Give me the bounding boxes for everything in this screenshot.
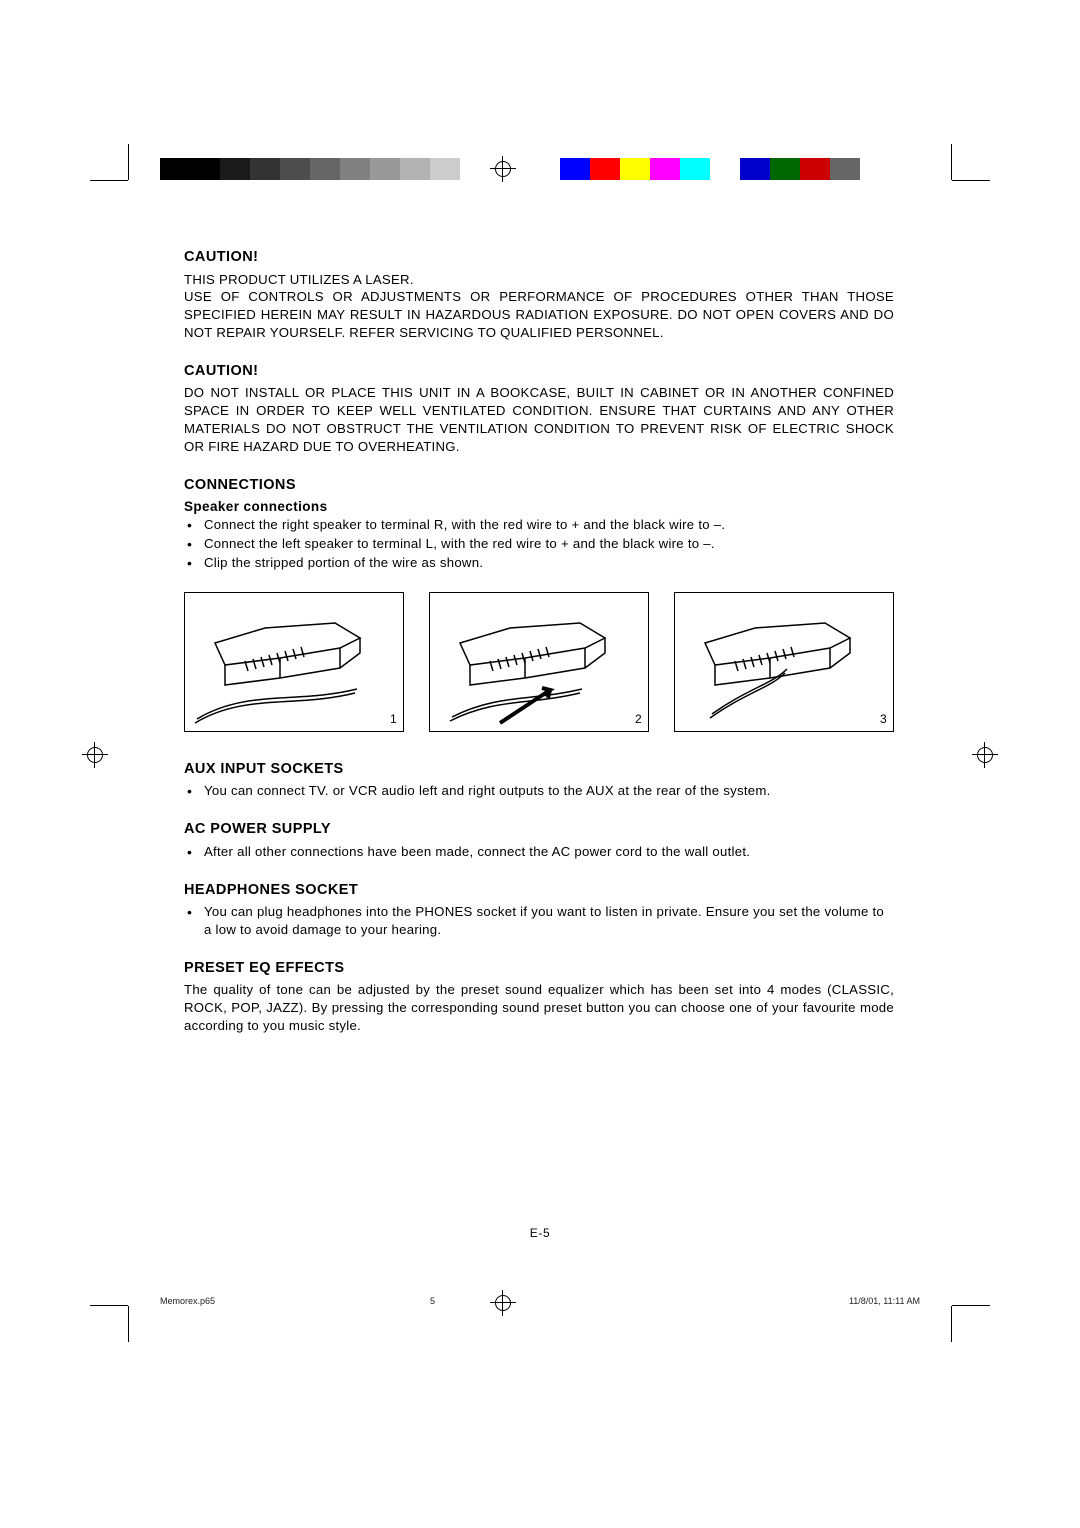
bullet: After all other connections have been ma… bbox=[184, 843, 894, 861]
colorbar-color bbox=[560, 158, 860, 180]
crop-mark bbox=[952, 180, 990, 181]
crop-mark bbox=[90, 1305, 128, 1306]
crop-mark bbox=[952, 1305, 990, 1306]
bullet: You can connect TV. or VCR audio left an… bbox=[184, 782, 894, 800]
section-caution-2: CAUTION! DO NOT INSTALL OR PLACE THIS UN… bbox=[184, 362, 894, 456]
crop-mark bbox=[90, 180, 128, 181]
crop-mark bbox=[951, 144, 952, 180]
section-caution-1: CAUTION! THIS PRODUCT UTILIZES A LASER. … bbox=[184, 248, 894, 342]
section-ac-power: AC POWER SUPPLY After all other connecti… bbox=[184, 820, 894, 860]
colorbar-grayscale bbox=[160, 158, 490, 180]
content-body: CAUTION! THIS PRODUCT UTILIZES A LASER. … bbox=[184, 248, 894, 1055]
bullet: Connect the right speaker to terminal R,… bbox=[184, 516, 894, 534]
connections-bullets: Connect the right speaker to terminal R,… bbox=[184, 516, 894, 571]
footer: Memorex.p65 5 11/8/01, 11:11 AM bbox=[160, 1296, 920, 1306]
heading-headphones: HEADPHONES SOCKET bbox=[184, 881, 894, 901]
bullet: You can plug headphones into the PHONES … bbox=[184, 903, 894, 939]
registration-target-icon bbox=[82, 742, 108, 768]
section-aux: AUX INPUT SOCKETS You can connect TV. or… bbox=[184, 760, 894, 800]
section-connections: CONNECTIONS Speaker connections Connect … bbox=[184, 476, 894, 732]
section-preset-eq: PRESET EQ EFFECTS The quality of tone ca… bbox=[184, 959, 894, 1035]
bullet: Connect the left speaker to terminal L, … bbox=[184, 535, 894, 553]
footer-page: 5 bbox=[430, 1296, 435, 1306]
heading-eq: PRESET EQ EFFECTS bbox=[184, 959, 894, 979]
heading-connections: CONNECTIONS bbox=[184, 476, 894, 496]
figure-2: 2 bbox=[429, 592, 649, 732]
registration-target-icon bbox=[972, 742, 998, 768]
heading-caution: CAUTION! bbox=[184, 362, 894, 382]
crop-mark bbox=[951, 1306, 952, 1342]
caution-text: USE OF CONTROLS OR ADJUSTMENTS OR PERFOR… bbox=[184, 288, 894, 341]
bullet: Clip the stripped portion of the wire as… bbox=[184, 554, 894, 572]
heading-caution: CAUTION! bbox=[184, 248, 894, 268]
figure-number: 2 bbox=[635, 711, 642, 727]
page: CAUTION! THIS PRODUCT UTILIZES A LASER. … bbox=[0, 0, 1080, 1528]
eq-text: The quality of tone can be adjusted by t… bbox=[184, 981, 894, 1034]
registration-target-icon bbox=[490, 156, 516, 182]
crop-mark bbox=[128, 144, 129, 180]
footer-timestamp: 11/8/01, 11:11 AM bbox=[849, 1296, 920, 1306]
figure-row: 1 2 bbox=[184, 592, 894, 732]
footer-filename: Memorex.p65 bbox=[160, 1296, 215, 1306]
crop-mark bbox=[128, 1306, 129, 1342]
heading-aux: AUX INPUT SOCKETS bbox=[184, 760, 894, 780]
caution-text: DO NOT INSTALL OR PLACE THIS UNIT IN A B… bbox=[184, 384, 894, 455]
figure-number: 1 bbox=[390, 711, 397, 727]
subhead-speaker: Speaker connections bbox=[184, 498, 894, 516]
figure-3: 3 bbox=[674, 592, 894, 732]
figure-number: 3 bbox=[880, 711, 887, 727]
page-number: E-5 bbox=[0, 1226, 1080, 1240]
figure-1: 1 bbox=[184, 592, 404, 732]
section-headphones: HEADPHONES SOCKET You can plug headphone… bbox=[184, 881, 894, 939]
caution-line: THIS PRODUCT UTILIZES A LASER. bbox=[184, 271, 894, 289]
heading-ac: AC POWER SUPPLY bbox=[184, 820, 894, 840]
